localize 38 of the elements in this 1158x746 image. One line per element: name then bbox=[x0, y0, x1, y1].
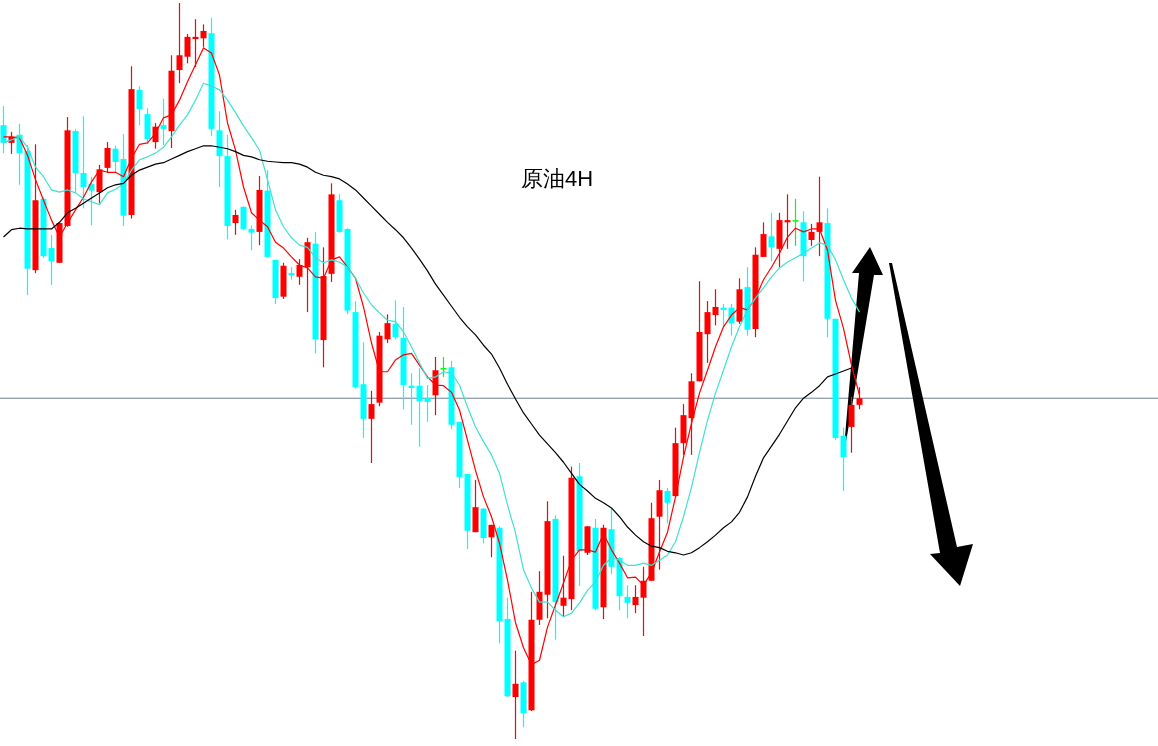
candlestick bbox=[176, 2, 183, 84]
candlestick bbox=[840, 427, 847, 492]
candlestick bbox=[624, 584, 631, 619]
candlestick bbox=[712, 288, 719, 326]
candlestick bbox=[112, 145, 119, 174]
candlestick bbox=[48, 234, 55, 286]
candlestick bbox=[0, 105, 7, 154]
candlestick bbox=[784, 193, 791, 250]
candlestick bbox=[440, 356, 447, 378]
candlestick bbox=[848, 396, 855, 454]
candlestick bbox=[184, 33, 191, 64]
candlestick bbox=[248, 224, 255, 251]
candlestick bbox=[296, 258, 303, 286]
candlestick bbox=[512, 650, 519, 740]
candlestick bbox=[240, 205, 247, 231]
candlestick bbox=[384, 313, 391, 344]
text: 原油4H bbox=[520, 166, 594, 191]
candlestick bbox=[136, 85, 143, 126]
candlestick bbox=[392, 299, 399, 340]
candlestick bbox=[792, 198, 799, 247]
candlestick bbox=[368, 390, 375, 464]
candlestick bbox=[80, 115, 87, 209]
candlestick bbox=[232, 209, 239, 236]
candlestick bbox=[632, 584, 639, 614]
candlestick bbox=[408, 372, 415, 426]
candlestick bbox=[808, 223, 815, 247]
candlestick bbox=[104, 141, 111, 174]
candlestick bbox=[88, 176, 95, 226]
candlestick bbox=[704, 300, 711, 364]
candlestick bbox=[560, 555, 567, 618]
candlestick bbox=[768, 212, 775, 262]
candlestick bbox=[96, 164, 103, 204]
candlestick bbox=[720, 303, 727, 328]
candlestick bbox=[664, 487, 671, 524]
candlestick bbox=[760, 221, 767, 258]
candlestick bbox=[416, 367, 423, 448]
candlestick bbox=[424, 384, 431, 423]
candlestick bbox=[160, 98, 167, 146]
